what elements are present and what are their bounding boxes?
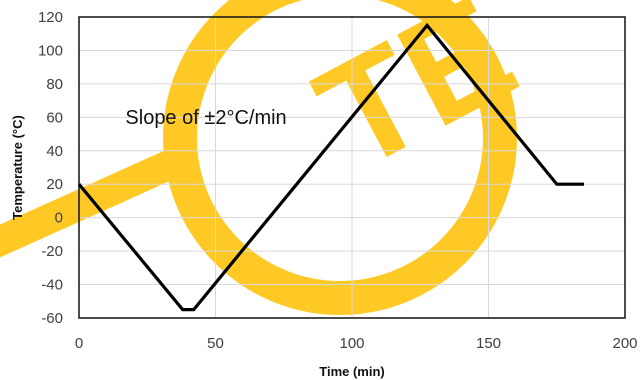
watermark-ring <box>163 0 517 315</box>
y-axis-ticks: -60 -40 -20 0 20 40 60 80 100 120 <box>38 9 63 327</box>
x-tick-label: 150 <box>476 335 501 352</box>
x-axis-title: Time (min) <box>319 364 385 379</box>
x-axis-ticks: 0 50 100 150 200 <box>75 335 638 352</box>
x-tick-label: 100 <box>339 335 364 352</box>
watermark: TE <box>0 0 540 315</box>
y-tick-label: 20 <box>46 176 63 193</box>
y-tick-label: -20 <box>41 243 63 260</box>
plot-frame <box>78 16 626 319</box>
series-layer <box>77 22 584 312</box>
x-tick-label: 200 <box>612 335 637 352</box>
x-tick-label: 0 <box>75 335 83 352</box>
y-tick-label: -40 <box>41 277 63 294</box>
y-tick-label: 60 <box>46 109 63 126</box>
x-tick-label: 50 <box>207 335 224 352</box>
y-tick-label: 120 <box>38 9 63 26</box>
y-axis-title: Temperature (°C) <box>10 115 25 220</box>
temperature-series-line <box>77 22 584 312</box>
watermark-stroke <box>0 146 187 258</box>
y-tick-label: 40 <box>46 143 63 160</box>
slope-annotation: Slope of ±2°C/min <box>125 107 286 129</box>
y-tick-label: -60 <box>41 310 63 327</box>
y-tick-label: 100 <box>38 42 63 59</box>
y-tick-label: 80 <box>46 76 63 93</box>
y-tick-label: 0 <box>55 210 63 227</box>
